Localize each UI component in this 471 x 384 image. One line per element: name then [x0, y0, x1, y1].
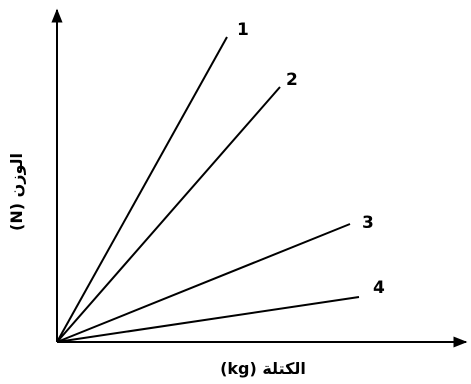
- series-line-2: [56, 86, 281, 343]
- series-line-4: [56, 296, 360, 343]
- series-label-2: 2: [286, 70, 298, 90]
- series-line-1: [56, 36, 228, 343]
- series-label-3: 3: [362, 213, 374, 233]
- y-axis-title: الوزن (N): [7, 153, 26, 231]
- series-label-1: 1: [237, 20, 249, 40]
- series-label-4: 4: [373, 278, 385, 298]
- series-group: 1 2 3 4: [56, 20, 385, 343]
- series-line-3: [56, 223, 351, 343]
- x-axis-title: الكتلة (kg): [220, 359, 306, 378]
